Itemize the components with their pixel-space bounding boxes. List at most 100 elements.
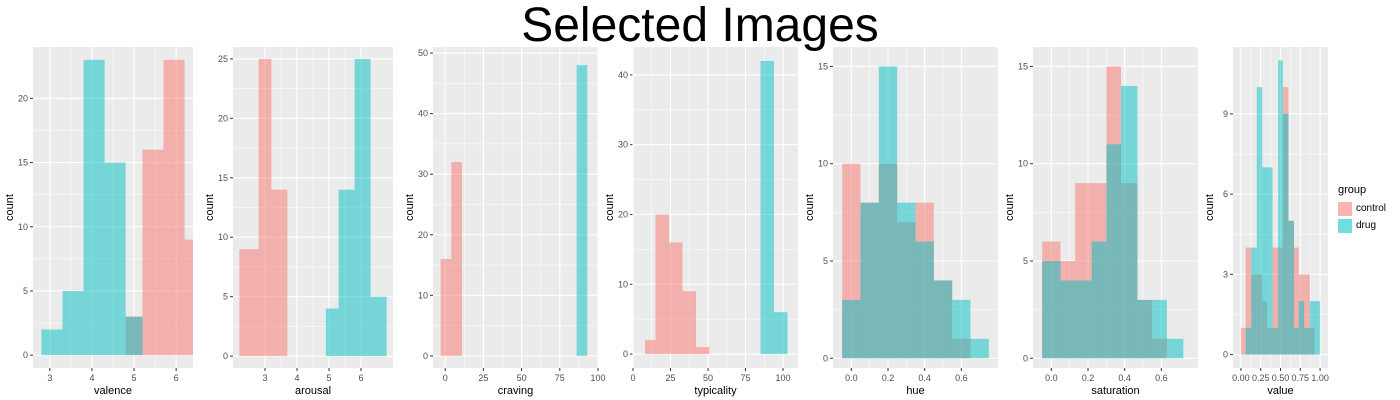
- bar-control: [1245, 247, 1252, 355]
- x-axis-label: typicality: [694, 385, 737, 397]
- bar-drug: [1272, 327, 1279, 355]
- panel-value: 0 3 6 9 0.00 0.25 0.50 0.75 1.00 value count: [1204, 47, 1329, 397]
- bar-drug: [1245, 327, 1252, 355]
- tick-label-y: 0: [1223, 350, 1228, 360]
- bar-drug: [354, 58, 371, 357]
- tick-label-y: 10: [818, 159, 828, 169]
- tick-label-y: 40: [418, 109, 428, 119]
- legend-label-drug: drug: [1356, 220, 1377, 231]
- tick-label-x: 3: [262, 373, 267, 383]
- bar-control: [1240, 327, 1246, 355]
- bar-drug: [1152, 299, 1167, 359]
- bar-drug: [1075, 280, 1092, 359]
- bar-drug: [1282, 113, 1289, 355]
- tick-label-x: 75: [740, 373, 750, 383]
- legend-item-drug: drug: [1338, 217, 1386, 234]
- bar-control: [696, 347, 710, 355]
- bar-control: [440, 258, 452, 356]
- y-axis-label: count: [1204, 194, 1216, 221]
- y-axis-label: count: [1004, 194, 1016, 221]
- bar-drug: [897, 202, 916, 359]
- bar-drug: [41, 329, 63, 356]
- bar-drug: [370, 296, 387, 357]
- bar-drug: [125, 316, 143, 356]
- x-axis-label: arousal: [295, 385, 331, 397]
- panel-craving: 0 10 20 30 40 50 0 25 50 75 100 craving count: [404, 47, 606, 397]
- tick-label-y: 30: [618, 140, 628, 150]
- tick-label-x: 100: [590, 373, 605, 383]
- bars: [1240, 60, 1321, 355]
- tick-label-x: 0: [630, 373, 635, 383]
- bar-drug: [915, 241, 934, 359]
- bar-control: [184, 239, 193, 356]
- bar-drug: [1314, 301, 1321, 355]
- legend-label-control: control: [1356, 203, 1387, 214]
- tick-label-y: 5: [1023, 256, 1028, 266]
- tick-label-y: 40: [618, 70, 628, 80]
- bar-drug: [576, 65, 588, 356]
- bar-drug: [325, 308, 339, 357]
- tick-label-y: 0: [223, 351, 228, 361]
- tick-label-x: 25: [478, 373, 488, 383]
- tick-label-x: 0.25: [1252, 373, 1270, 383]
- bar-drug: [1309, 301, 1315, 355]
- tick-label-x: 0: [443, 373, 448, 383]
- bar-control: [1304, 274, 1310, 355]
- bar-drug: [878, 66, 898, 359]
- bar-control: [142, 149, 164, 356]
- tick-label-y: 15: [818, 61, 828, 71]
- tick-label-y: 0: [423, 351, 428, 361]
- bar-drug: [1091, 241, 1107, 359]
- panel-saturation: 0 5 10 15 0.0 0.2 0.4 0.6 saturation count: [1004, 47, 1198, 397]
- tick-label-x: 4: [89, 373, 94, 383]
- bar-drug: [774, 312, 788, 355]
- tick-label-x: 0.4: [1118, 373, 1131, 383]
- legend-swatch-control: [1338, 201, 1352, 216]
- bar-drug: [1256, 87, 1263, 355]
- bar-control: [163, 59, 185, 356]
- x-axis-label: saturation: [1091, 385, 1139, 397]
- tick-label-x: 0.0: [1045, 373, 1058, 383]
- panel-valence: 0 5 10 15 20 3 4 5 6 valence count: [4, 47, 193, 397]
- y-axis-label: count: [404, 194, 416, 221]
- tick-label-y: 5: [23, 286, 28, 296]
- y-axis-label: count: [204, 194, 216, 221]
- panel-arousal: 0 5 10 15 20 25 3 4 5 6 arousal count: [204, 47, 393, 397]
- x-axis-label: valence: [94, 385, 132, 397]
- tick-label-y: 20: [618, 209, 628, 219]
- tick-label-x: 75: [555, 373, 565, 383]
- bar-drug: [1267, 167, 1273, 355]
- tick-label-x: 3: [47, 373, 52, 383]
- chart-title: Selected Images: [521, 0, 879, 52]
- tick-label-y: 0: [823, 353, 828, 363]
- bar-drug: [760, 60, 774, 355]
- bars: [41, 59, 193, 356]
- bar-control: [645, 340, 656, 355]
- tick-label-y: 20: [218, 113, 228, 123]
- tick-label-x: 4: [294, 373, 299, 383]
- bar-drug: [1137, 299, 1153, 359]
- tick-label-x: 0.2: [1082, 373, 1095, 383]
- tick-label-y: 0: [23, 350, 28, 360]
- x-axis-label: hue: [906, 385, 924, 397]
- bar-control: [258, 58, 272, 357]
- bar-drug: [860, 202, 879, 359]
- bars: [842, 66, 989, 359]
- legend-item-control: control: [1338, 200, 1386, 217]
- bar-drug: [1304, 327, 1310, 355]
- bar-drug: [338, 189, 355, 357]
- tick-label-y: 9: [1223, 109, 1228, 119]
- tick-label-y: 15: [1018, 61, 1028, 71]
- bar-control: [1293, 247, 1299, 355]
- bar-drug: [970, 338, 989, 359]
- tick-label-y: 0: [623, 349, 628, 359]
- panel-typicality: 0 10 20 30 40 0 25 50 75 100 typicality count: [604, 47, 798, 397]
- tick-label-y: 10: [1018, 159, 1028, 169]
- legend: group control drug: [1338, 184, 1386, 234]
- tick-label-y: 3: [1223, 269, 1228, 279]
- tick-label-y: 10: [218, 232, 228, 242]
- tick-label-x: 25: [665, 373, 675, 383]
- bar-drug: [1262, 167, 1268, 355]
- bar-drug: [1298, 301, 1305, 355]
